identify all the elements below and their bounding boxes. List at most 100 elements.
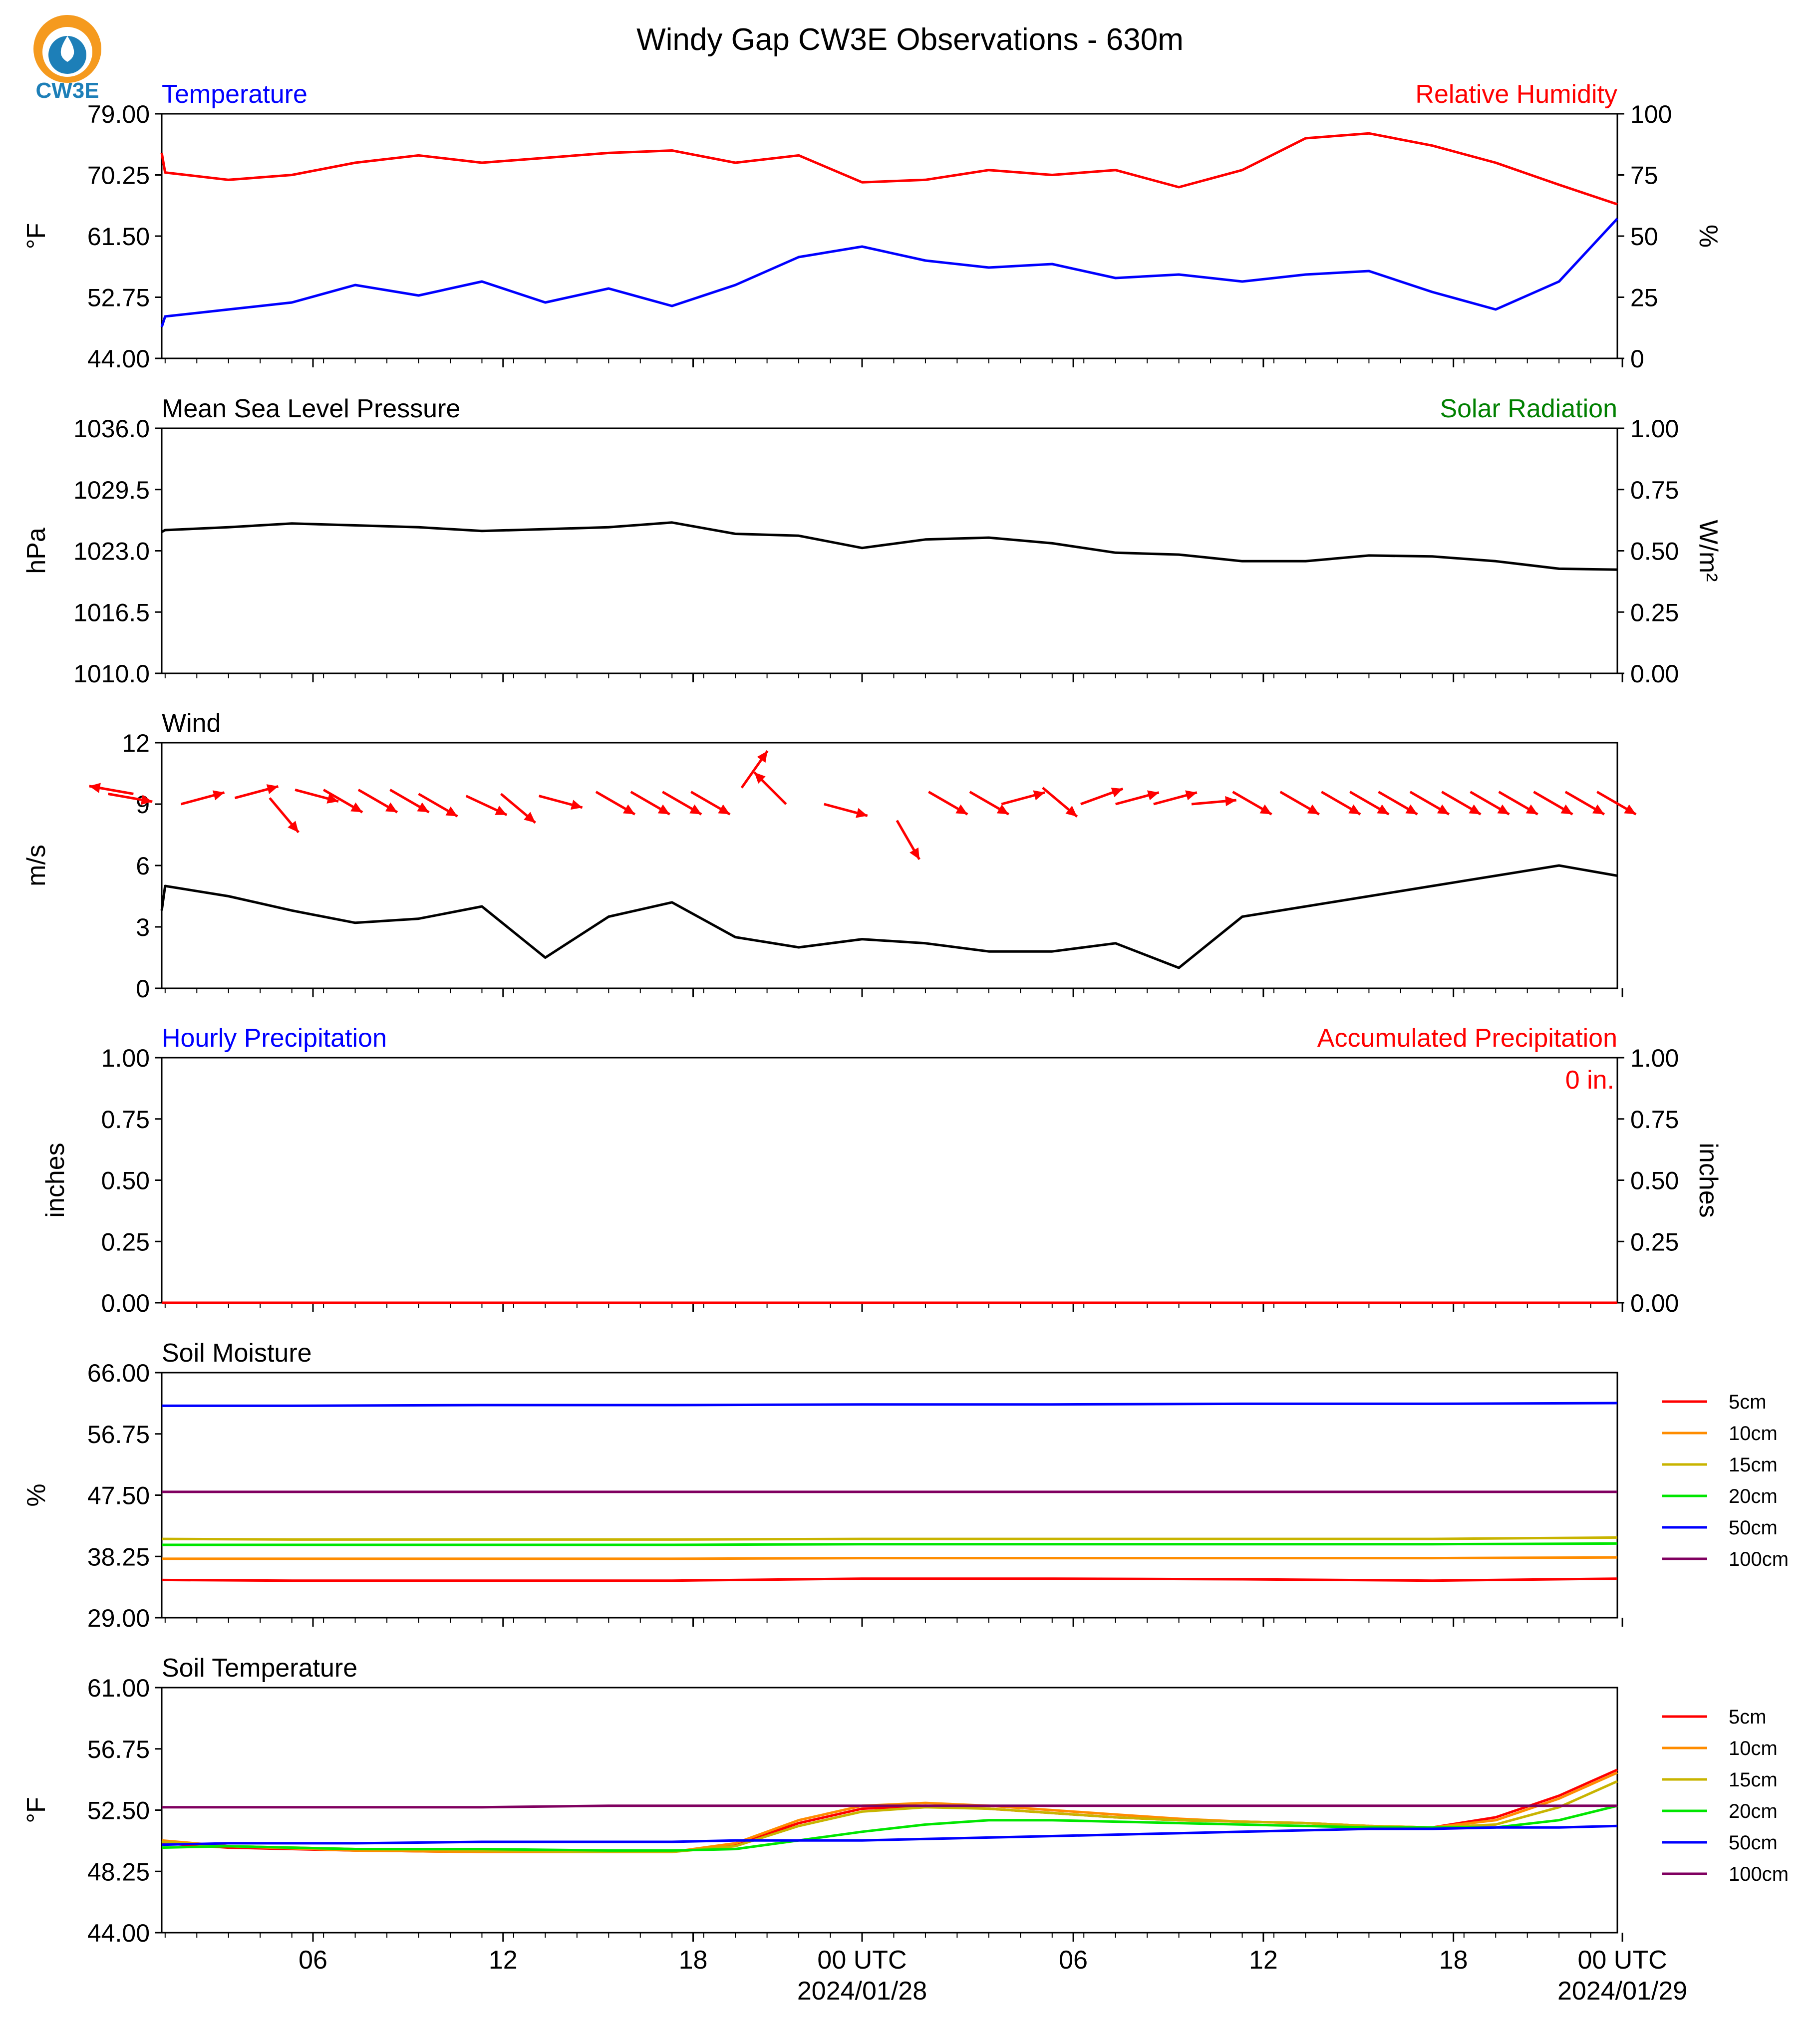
y-tick-label-right: 100 <box>1630 100 1672 128</box>
panel-title-left: Mean Sea Level Pressure <box>162 394 460 423</box>
x-tick-label: 00 UTC <box>817 1946 907 1975</box>
wind-arrow-head <box>350 802 363 813</box>
series-20cm <box>162 1542 1618 1546</box>
wind-arrow-head <box>417 802 429 813</box>
y-axis-label-left: m/s <box>22 845 51 886</box>
y-tick-label: 66.00 <box>87 1359 150 1387</box>
y-tick-label-right: 0.25 <box>1630 1228 1679 1256</box>
figure-title: Windy Gap CW3E Observations - 630m <box>636 22 1184 57</box>
legend-label: 10cm <box>1729 1738 1778 1759</box>
wind-arrow-head <box>266 784 279 794</box>
y-tick-label: 0.75 <box>101 1106 150 1134</box>
y-tick-label: 70.25 <box>87 162 150 190</box>
series-relative-humidity <box>160 132 1618 206</box>
y-tick-label: 0.00 <box>101 1289 150 1317</box>
y-tick-label-right: 0.25 <box>1630 598 1679 626</box>
wind-arrow-head <box>757 751 768 763</box>
wind-arrow-head <box>996 804 1009 815</box>
y-tick-label-right: 0.50 <box>1630 538 1679 566</box>
wind-arrow-head <box>1405 804 1418 815</box>
legend-label: 15cm <box>1729 1769 1778 1791</box>
x-tick-label: 12 <box>1249 1946 1278 1975</box>
y-tick-label: 1036.0 <box>73 415 150 443</box>
wind-arrow-head <box>1348 804 1361 815</box>
series-10cm <box>162 1556 1618 1560</box>
panel-5: 66.00 56.75 47.50 38.25 29.00 Soil Moisture% 5… <box>22 1339 1789 1632</box>
x-tick-label: 06 <box>1059 1946 1088 1975</box>
accum-precip-annotation: 0 in. <box>1565 1066 1614 1095</box>
panel-2: 1036.0 1029.5 1023.0 1016.5 1010.0 1.00 0.75 0.… <box>22 394 1723 688</box>
y-tick-label: 6 <box>136 852 150 880</box>
x-tick-label: 06 <box>299 1946 327 1975</box>
y-axis-label-left: % <box>22 1483 51 1506</box>
series-20cm <box>161 1804 1618 1852</box>
series-temperature <box>160 218 1618 327</box>
y-tick-label: 52.50 <box>87 1797 150 1825</box>
series-100cm <box>162 1804 1617 1809</box>
wind-arrow-head <box>1147 790 1159 801</box>
wind-arrow-head <box>445 806 458 817</box>
wind-arrow-head <box>1497 804 1510 815</box>
wind-arrow-head <box>718 804 730 815</box>
wind-arrow-head <box>1111 788 1123 798</box>
y-tick-label-right: 0.00 <box>1630 1289 1679 1317</box>
legend-label: 50cm <box>1729 1832 1778 1854</box>
x-tick-label: 12 <box>489 1946 518 1975</box>
legend-label: 10cm <box>1729 1423 1778 1445</box>
y-tick-label-right: 50 <box>1630 223 1658 251</box>
y-tick-label: 1023.0 <box>73 538 150 566</box>
series-50cm <box>162 1402 1618 1407</box>
y-tick-label-right: 0.75 <box>1630 476 1679 504</box>
panels: 79.00 70.25 61.50 52.75 44.00 100 75 50 25 0 Tempe… <box>22 80 1789 1947</box>
legend-label: 15cm <box>1729 1454 1778 1476</box>
y-tick-label: 47.50 <box>87 1482 150 1510</box>
cw3e-logo: CW3E <box>33 15 101 103</box>
y-tick-label: 61.50 <box>87 223 150 251</box>
panel-title-right: Relative Humidity <box>1415 80 1617 109</box>
panel-3: 12 9 6 3 0 Wind m/s <box>22 709 1637 1003</box>
legend-label: 20cm <box>1729 1800 1778 1822</box>
panel-6: 61.00 56.75 52.50 48.25 44.00 Soil Temperatur… <box>22 1654 1789 1947</box>
wind-arrow-head <box>1307 804 1319 815</box>
y-tick-label-right: 75 <box>1630 162 1658 190</box>
y-axis-label-left: hPa <box>22 528 51 574</box>
wind-arrow-head <box>212 790 225 801</box>
panel-title-left: Wind <box>162 709 221 738</box>
y-tick-label: 0.25 <box>101 1228 150 1256</box>
logo-text: CW3E <box>35 78 99 103</box>
wind-arrow-head <box>571 800 583 810</box>
legend-label: 100cm <box>1729 1548 1789 1570</box>
series-15cm <box>161 1536 1618 1541</box>
y-tick-label: 79.00 <box>87 100 150 128</box>
wind-arrow-head <box>385 802 397 813</box>
wind-arrow-head <box>622 804 635 815</box>
y-tick-label: 9 <box>136 791 150 819</box>
panel-title-left: Soil Temperature <box>162 1654 357 1683</box>
y-tick-label-right: 1.00 <box>1630 1044 1679 1072</box>
y-axis-label-left: inches <box>41 1143 70 1217</box>
y-tick-label: 61.00 <box>87 1674 150 1702</box>
wind-arrow-head <box>1469 804 1481 815</box>
y-tick-label: 48.25 <box>87 1858 150 1886</box>
wind-arrow-head <box>1437 804 1449 815</box>
y-tick-label-right: 0 <box>1630 345 1644 373</box>
y-tick-label-right: 0.75 <box>1630 1106 1679 1134</box>
x-date-label: 2024/01/29 <box>1557 1977 1687 2006</box>
wind-arrow-head <box>1065 806 1077 817</box>
y-tick-label: 56.75 <box>87 1421 150 1449</box>
panel-title-right: Accumulated Precipitation <box>1317 1024 1617 1053</box>
legend-label: 5cm <box>1729 1706 1767 1728</box>
wind-arrow-head <box>657 804 670 815</box>
wind-arrow-head <box>288 821 299 833</box>
wind-arrow-head <box>910 847 919 860</box>
wind-arrow-head <box>1377 804 1389 815</box>
wind-arrow-head <box>1185 790 1197 801</box>
y-tick-label: 0 <box>136 975 150 1003</box>
y-tick-label: 56.75 <box>87 1736 150 1763</box>
y-tick-label: 12 <box>122 729 150 757</box>
series-5cm <box>161 1577 1618 1582</box>
y-tick-label: 29.00 <box>87 1604 150 1632</box>
wind-arrow-head <box>1225 796 1236 807</box>
